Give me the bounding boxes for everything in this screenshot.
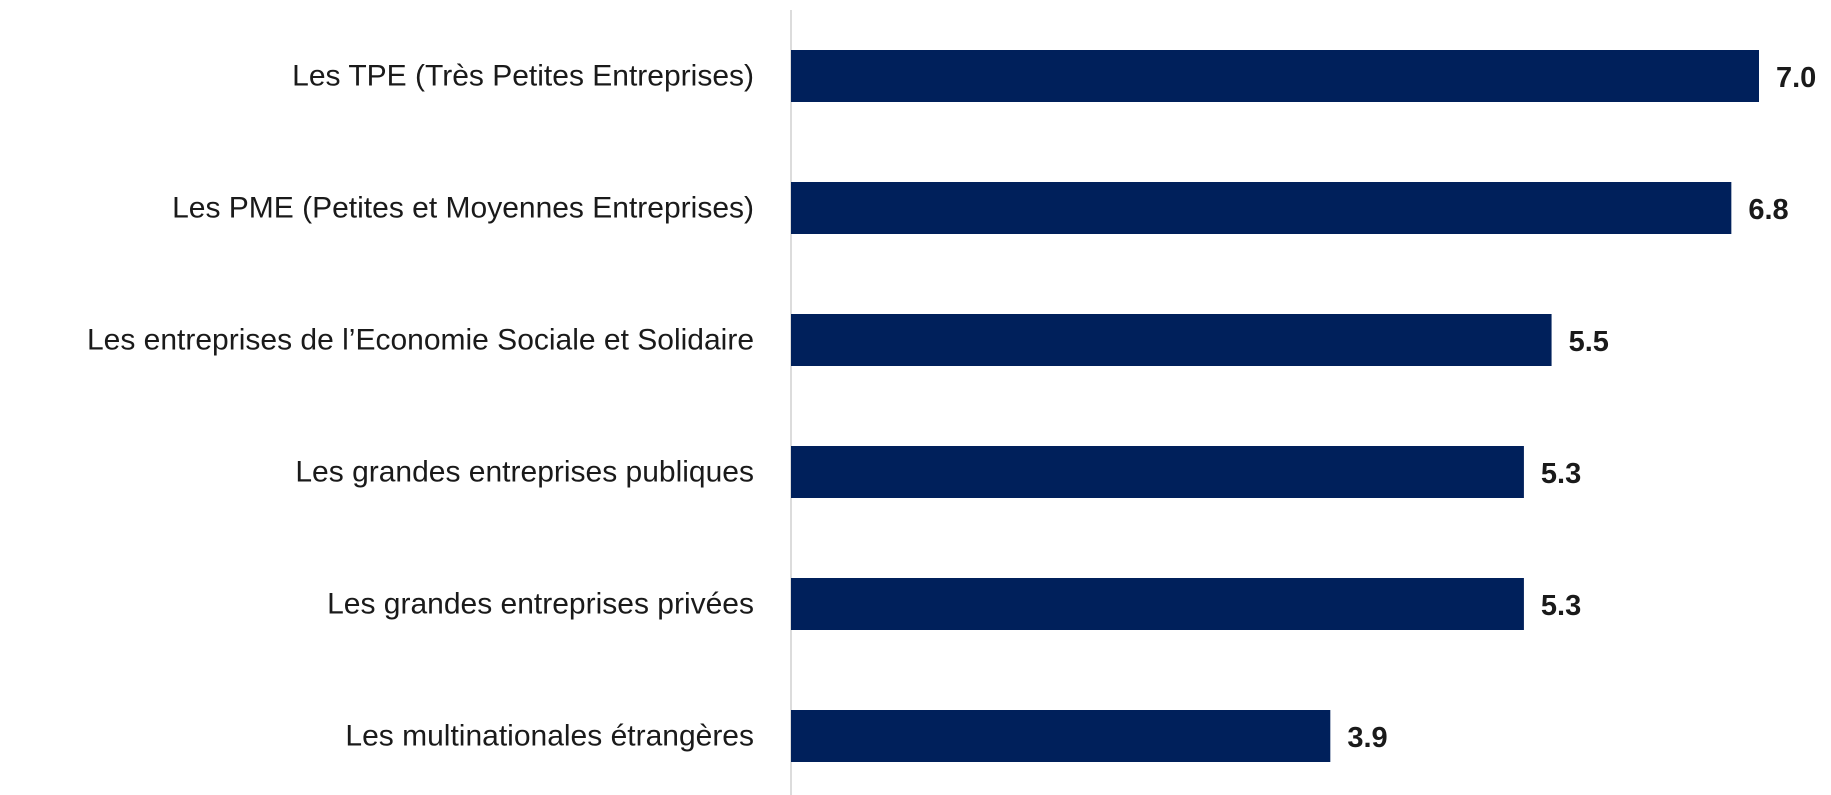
category-label: Les multinationales étrangères: [345, 720, 754, 753]
value-label: 5.5: [1569, 326, 1609, 358]
bar: [791, 50, 1759, 102]
category-label: Les PME (Petites et Moyennes Entreprises…: [172, 192, 754, 225]
bar: [791, 314, 1552, 366]
value-label: 5.3: [1541, 590, 1581, 622]
bar: [791, 182, 1732, 234]
value-label: 5.3: [1541, 458, 1581, 490]
category-label: Les TPE (Très Petites Entreprises): [292, 60, 754, 93]
category-label: Les grandes entreprises privées: [327, 588, 754, 621]
value-label: 6.8: [1748, 194, 1788, 226]
bar: [791, 446, 1524, 498]
bar: [791, 710, 1331, 762]
category-label: Les entreprises de l’Economie Sociale et…: [87, 324, 754, 357]
value-label: 3.9: [1347, 722, 1387, 754]
value-label: 7.0: [1776, 62, 1816, 94]
bar: [791, 578, 1524, 630]
category-label: Les grandes entreprises publiques: [295, 456, 754, 489]
bars-group: Les TPE (Très Petites Entreprises) 7.0 Les…: [87, 50, 1816, 762]
